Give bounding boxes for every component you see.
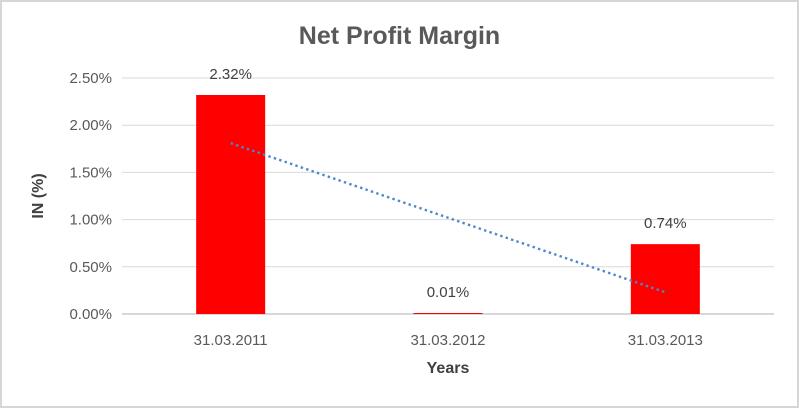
x-tick-label: 31.03.2012 bbox=[410, 332, 485, 349]
y-tick-label: 0.50% bbox=[69, 259, 112, 276]
data-label: 0.01% bbox=[427, 284, 470, 301]
bar-31.03.2013 bbox=[630, 244, 700, 314]
y-tick-label: 1.00% bbox=[69, 212, 112, 229]
bar-31.03.2011 bbox=[196, 94, 266, 314]
y-tick-label: 2.00% bbox=[69, 117, 112, 134]
x-tick-label: 31.03.2013 bbox=[628, 332, 703, 349]
y-axis-title: IN (%) bbox=[30, 173, 47, 219]
data-label: 0.74% bbox=[644, 215, 687, 232]
data-label: 2.32% bbox=[209, 66, 252, 83]
bar-31.03.2012 bbox=[413, 313, 483, 314]
x-axis-title: Years bbox=[426, 360, 470, 377]
y-tick-label: 1.50% bbox=[69, 164, 112, 181]
chart-title: Net Profit Margin bbox=[298, 22, 501, 50]
trendline bbox=[230, 142, 666, 294]
x-tick-label: 31.03.2011 bbox=[194, 332, 268, 349]
y-tick-label: 2.50% bbox=[69, 70, 112, 87]
y-tick-label: 0.00% bbox=[69, 306, 112, 323]
